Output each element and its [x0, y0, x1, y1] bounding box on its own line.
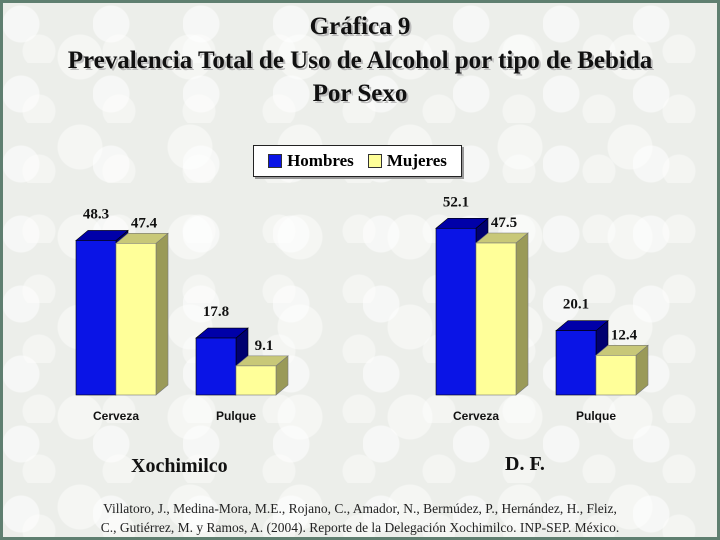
data-label: 52.1 — [443, 194, 469, 210]
chart-title-line-3: Por Sexo — [312, 80, 408, 107]
slide: Gráfica 9 Prevalencia Total de Uso de Al… — [3, 3, 717, 537]
bar-side-mujeres — [155, 232, 169, 396]
category-label: Cerveza — [93, 409, 139, 423]
data-label: 20.1 — [563, 297, 589, 313]
category-label: Pulque — [216, 409, 256, 423]
legend-item-hombres: Hombres — [268, 151, 354, 171]
citation-line-1: Villatoro, J., Medina-Mora, M.E., Rojano… — [103, 501, 617, 516]
legend-label-hombres: Hombres — [287, 151, 354, 170]
bar-mujeres — [595, 355, 637, 396]
legend: Hombres Mujeres — [253, 145, 462, 177]
bar-mujeres — [475, 242, 517, 396]
panel-label-xochimilco: Xochimilco — [131, 455, 228, 477]
data-label: 47.5 — [491, 215, 517, 231]
category-label: Pulque — [576, 409, 616, 423]
bar-hombres — [435, 227, 477, 396]
bar-hombres — [195, 337, 237, 396]
data-label: 9.1 — [255, 338, 274, 354]
bar-charts: Cerveza 48.3 47.4 Pulque 17.8 9.1 Cerveza 52.1 4… — [75, 194, 649, 423]
bar-mujeres — [235, 365, 277, 396]
data-label: 17.8 — [203, 304, 229, 320]
data-label: 12.4 — [611, 327, 638, 343]
chart-title-line-2: Prevalencia Total de Uso de Alcohol por … — [67, 47, 653, 74]
panel-label-df: D. F. — [505, 453, 545, 475]
legend-swatch-hombres — [268, 154, 283, 168]
legend-label-mujeres: Mujeres — [386, 151, 447, 170]
data-label: 48.3 — [83, 206, 109, 222]
citation-line-2: C., Gutiérrez, M. y Ramos, A. (2004). Re… — [100, 520, 620, 535]
data-label: 47.4 — [131, 215, 158, 231]
legend-item-mujeres: Mujeres — [367, 151, 447, 171]
legend-swatch-mujeres — [367, 154, 382, 168]
chart-title-line-1: Gráfica 9 — [309, 13, 411, 40]
citation: Villatoro, J., Medina-Mora, M.E., Rojano… — [3, 499, 717, 537]
bar-mujeres — [115, 243, 157, 396]
bar-hombres — [555, 330, 597, 396]
category-label: Cerveza — [453, 409, 499, 423]
bar-hombres — [75, 240, 117, 396]
bar-side-mujeres — [515, 232, 529, 396]
